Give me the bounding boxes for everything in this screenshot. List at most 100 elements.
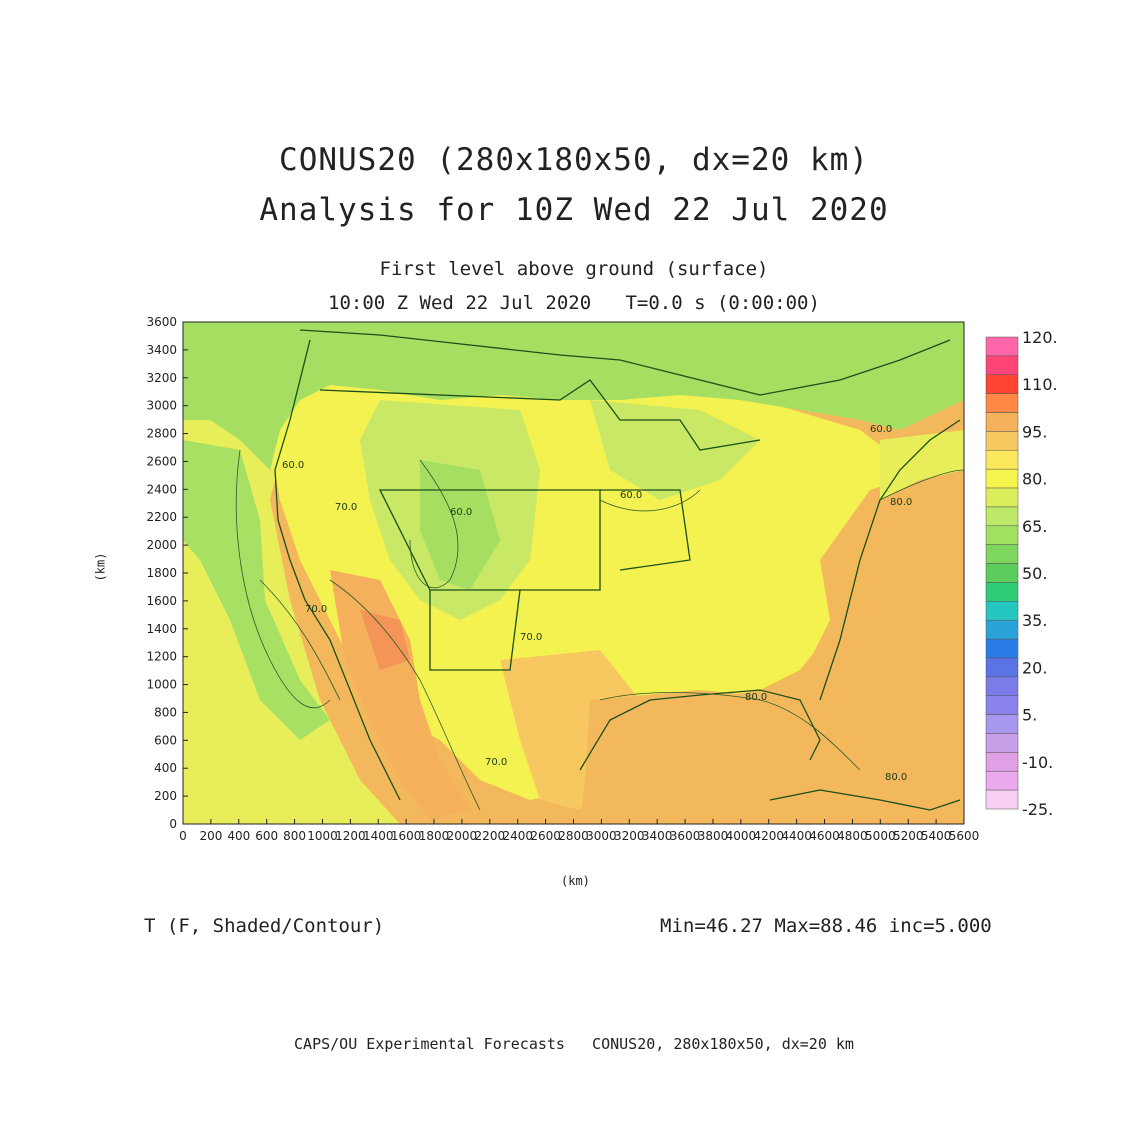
y-tick-label: 2600 — [146, 454, 177, 468]
contour-label: 80.0 — [745, 692, 767, 703]
y-tick-label: 800 — [154, 705, 177, 719]
contour-lines — [235, 449, 964, 811]
colorbar-label: -10. — [1022, 753, 1053, 772]
colorbar-swatch — [985, 412, 1019, 432]
x-tick-label: 4800 — [837, 829, 868, 843]
colorbar-swatch — [985, 544, 1019, 564]
colorbar-swatch — [985, 563, 1019, 583]
x-tick-label: 0 — [179, 829, 187, 843]
contour-label: 70.0 — [305, 604, 327, 615]
coastlines — [274, 329, 961, 811]
y-tick-label: 1600 — [146, 594, 177, 608]
contour-label: 70.0 — [485, 757, 507, 768]
title-line-2: Analysis for 10Z Wed 22 Jul 2020 — [259, 192, 889, 228]
title-line-1: CONUS20 (280x180x50, dx=20 km) — [279, 142, 869, 178]
time-subtitle: 10:00 Z Wed 22 Jul 2020 T=0.0 s (0:00:00… — [328, 292, 820, 314]
colorbar-swatch — [985, 638, 1019, 659]
contour-label: 70.0 — [520, 632, 542, 643]
colorbar: 120. 110. 95. 80. 65. 50. 35. 20. 5. -10. -25. — [985, 328, 1058, 819]
colorbar-swatch — [985, 450, 1019, 470]
y-tick-label: 1800 — [146, 566, 177, 580]
x-tick-label: 1200 — [335, 829, 366, 843]
variable-label: T (F, Shaded/Contour) — [144, 915, 385, 937]
colorbar-label: -25. — [1022, 800, 1053, 819]
x-tick-label: 1000 — [307, 829, 338, 843]
y-tick-label: 600 — [154, 733, 177, 747]
colorbar-swatch — [985, 601, 1019, 621]
contour-label: 60.0 — [870, 424, 892, 435]
x-tick-label: 400 — [227, 829, 250, 843]
x-tick-label: 600 — [255, 829, 278, 843]
y-tick-label: 400 — [154, 761, 177, 775]
colorbar-swatch — [985, 657, 1019, 678]
x-tick-label: 3800 — [698, 829, 729, 843]
colorbar-swatch — [985, 789, 1019, 810]
x-tick-label: 2200 — [475, 829, 506, 843]
colorbar-label: 120. — [1022, 328, 1058, 347]
contour-label: 70.0 — [335, 502, 357, 513]
contour-label-group: 60.0 70.0 60.0 60.0 70.0 80.0 80.0 80.0 … — [282, 424, 912, 783]
field-stats: Min=46.27 Max=88.46 inc=5.000 — [660, 915, 992, 937]
colorbar-label: 35. — [1022, 611, 1047, 630]
x-tick-label: 3000 — [586, 829, 617, 843]
y-tick-label: 1400 — [146, 622, 177, 636]
x-tick-label: 2800 — [558, 829, 589, 843]
x-tick-label: 1400 — [363, 829, 394, 843]
y-tick-label: 3200 — [146, 371, 177, 385]
y-tick-label: 1200 — [146, 650, 177, 664]
x-tick-label: 3400 — [642, 829, 673, 843]
y-tick-label: 1000 — [146, 678, 177, 692]
contour-label: 60.0 — [282, 460, 304, 471]
y-tick-label: 2000 — [146, 538, 177, 552]
colorbar-label: 80. — [1022, 470, 1047, 489]
x-tick-label: 5600 — [949, 829, 980, 843]
x-tick-label: 4000 — [726, 829, 757, 843]
colorbar-swatch — [985, 506, 1019, 527]
y-tick-label: 0 — [169, 817, 177, 831]
x-tick-label: 2000 — [447, 829, 478, 843]
x-tick-label: 800 — [283, 829, 306, 843]
contour-label: 80.0 — [890, 497, 912, 508]
y-axis-label: (km) — [93, 552, 108, 582]
colorbar-swatch — [985, 468, 1019, 489]
y-tick-label: 3400 — [146, 343, 177, 357]
colorbar-swatch — [985, 374, 1019, 394]
colorbar-swatch — [985, 733, 1019, 753]
x-tick-label: 4600 — [809, 829, 840, 843]
footer-credit: CAPS/OU Experimental Forecasts CONUS20, … — [294, 1035, 854, 1053]
y-tick-label: 2200 — [146, 510, 177, 524]
colorbar-swatch — [985, 714, 1019, 734]
contour-label: 60.0 — [620, 490, 642, 501]
colorbar-swatch — [985, 431, 1019, 451]
colorbar-swatch — [985, 695, 1019, 715]
colorbar-swatch — [985, 582, 1019, 602]
colorbar-swatch — [985, 770, 1019, 791]
colorbar-swatch — [985, 487, 1019, 508]
x-tick-label: 5400 — [921, 829, 952, 843]
x-tick-label: 1600 — [391, 829, 422, 843]
colorbar-swatch — [985, 355, 1019, 376]
level-subtitle: First level above ground (surface) — [379, 258, 769, 280]
colorbar-swatch — [985, 752, 1019, 772]
colorbar-label: 5. — [1022, 706, 1037, 725]
x-tick-label: 1800 — [419, 829, 450, 843]
y-axis-ticks: 0 200 400 600 800 1000 1200 1400 1600 1800 2000 220… — [146, 315, 188, 831]
x-axis-label: (km) — [561, 874, 590, 888]
colorbar-swatch — [985, 393, 1019, 413]
x-tick-label: 4200 — [753, 829, 784, 843]
y-tick-label: 2400 — [146, 482, 177, 496]
x-tick-label: 3600 — [670, 829, 701, 843]
x-axis-ticks: 0 200 400 600 800 100012001400160018002000220… — [179, 819, 979, 843]
temperature-field — [183, 322, 964, 824]
colorbar-swatch — [985, 525, 1019, 545]
y-tick-label: 3600 — [146, 315, 177, 329]
x-tick-label: 2600 — [530, 829, 561, 843]
contour-label: 60.0 — [450, 507, 472, 518]
x-tick-label: 5200 — [893, 829, 924, 843]
colorbar-label: 95. — [1022, 422, 1047, 441]
y-tick-label: 2800 — [146, 427, 177, 441]
colorbar-swatch — [985, 619, 1019, 640]
colorbar-swatch — [985, 336, 1019, 357]
colorbar-label: 50. — [1022, 564, 1047, 583]
